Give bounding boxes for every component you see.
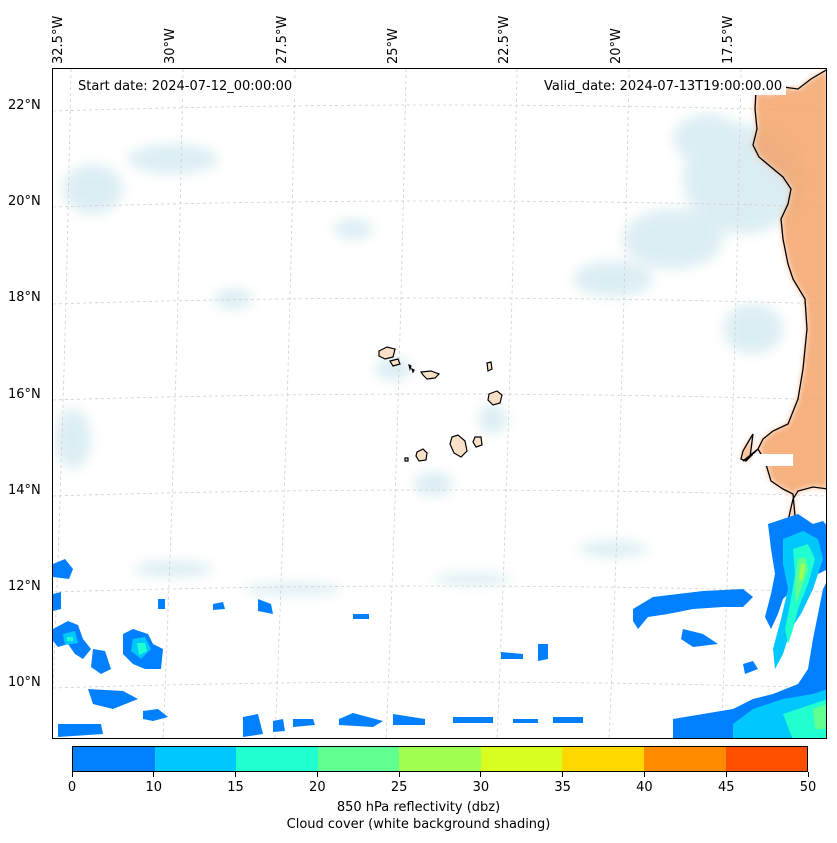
longitude-label: 32.5°W xyxy=(51,4,68,64)
longitude-label: 27.5°W xyxy=(275,4,292,64)
colorbar-segment xyxy=(643,747,726,771)
cape-verde-islands xyxy=(378,346,503,462)
meridian-line xyxy=(496,69,518,738)
longitude-label-text: 32.5°W xyxy=(51,15,66,64)
parallel-line xyxy=(53,200,826,208)
colorbar-tick-label: 25 xyxy=(390,780,408,795)
latitude-label: 16°N xyxy=(8,387,41,402)
longitude-label-text: 25°W xyxy=(386,28,401,64)
longitude-label: 17.5°W xyxy=(721,4,738,64)
longitude-label-text: 22.5°W xyxy=(497,15,512,64)
meridian-line xyxy=(720,69,742,738)
colorbar-tick-label: 35 xyxy=(554,780,571,795)
colorbar-tick-label: 10 xyxy=(145,780,163,795)
colorbar-tick xyxy=(71,772,73,777)
reflectivity-echoes xyxy=(53,514,826,738)
meridian-line xyxy=(385,69,407,738)
cloud-cover-shading xyxy=(55,114,803,595)
start-date-label: Start date: 2024-07-12_00:00:00 xyxy=(74,78,297,95)
colorbar-tick xyxy=(398,772,400,777)
colorbar-tick xyxy=(480,772,482,777)
parallel-line xyxy=(53,104,826,112)
longitude-label: 20°W xyxy=(609,4,626,64)
africa-coast xyxy=(740,69,826,523)
longitude-label: 30°W xyxy=(163,4,180,64)
colorbar xyxy=(72,746,808,772)
valid-date-label: Valid_date: 2024-07-13T19:00:00.00 xyxy=(540,78,787,95)
colorbar-tick-label: 50 xyxy=(799,780,817,795)
map-panel xyxy=(52,68,827,739)
longitude-label-text: 30°W xyxy=(163,28,178,64)
longitude-label-text: 17.5°W xyxy=(721,15,736,64)
colorbar-tick-label: 30 xyxy=(472,780,490,795)
colorbar-label: 850 hPa reflectivity (dbz) xyxy=(336,800,501,815)
colorbar-tick-label: 40 xyxy=(636,780,653,795)
colorbar-segment xyxy=(73,747,155,771)
colorbar-tick xyxy=(562,772,564,777)
longitude-label-text: 27.5°W xyxy=(275,15,290,64)
colorbar-tick xyxy=(725,772,727,777)
colorbar-tick xyxy=(316,772,318,777)
latitude-label: 10°N xyxy=(8,675,41,690)
parallel-line xyxy=(53,297,826,305)
colorbar-tick xyxy=(153,772,155,777)
colorbar-tick-label: 20 xyxy=(309,780,326,795)
colorbar-segment xyxy=(562,747,644,771)
colorbar-tick xyxy=(643,772,645,777)
parallel-line xyxy=(53,681,826,689)
latitude-label: 12°N xyxy=(8,579,41,594)
colorbar-segment xyxy=(480,747,563,771)
map-canvas xyxy=(53,69,826,738)
colorbar-segment xyxy=(317,747,400,771)
colorbar-segment xyxy=(399,747,481,771)
colorbar-segment xyxy=(154,747,237,771)
meridian-line xyxy=(162,69,184,738)
latitude-label: 20°N xyxy=(8,194,41,209)
colorbar-tick xyxy=(807,772,809,777)
latitude-label: 22°N xyxy=(8,98,41,113)
latitude-label: 18°N xyxy=(8,290,41,305)
colorbar-tick-label: 45 xyxy=(717,780,735,795)
meridian-line xyxy=(274,69,296,738)
colorbar-segment xyxy=(725,747,808,771)
meridian-line xyxy=(53,69,72,701)
gridlines xyxy=(53,69,826,738)
parallel-line xyxy=(53,489,826,497)
longitude-label: 22.5°W xyxy=(497,4,514,64)
parallel-line xyxy=(53,393,826,401)
longitude-label: 25°W xyxy=(386,4,403,64)
colorbar-tick-label: 15 xyxy=(227,780,244,795)
colorbar-tick-label: 0 xyxy=(67,780,77,795)
colorbar-segment xyxy=(236,747,318,771)
colorbar-tick xyxy=(235,772,237,777)
colorbar-sublabel: Cloud cover (white background shading) xyxy=(286,817,551,832)
longitude-label-text: 20°W xyxy=(609,28,624,64)
parallel-line xyxy=(53,585,826,593)
meridian-line xyxy=(608,69,630,738)
latitude-label: 14°N xyxy=(8,483,41,498)
